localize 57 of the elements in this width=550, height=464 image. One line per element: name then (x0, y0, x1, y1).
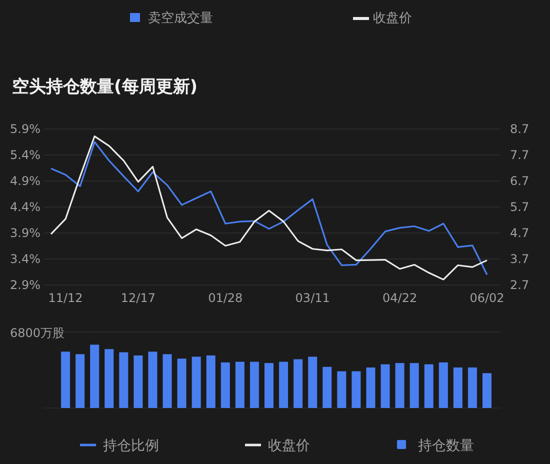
x-tick-label: 03/11 (295, 291, 330, 305)
y-tick-label: 5.4% (10, 148, 40, 162)
y-tick-label: 3.4% (10, 252, 40, 266)
bar (468, 367, 477, 408)
y-tick-label: 2.9% (10, 278, 40, 292)
bar (380, 364, 390, 408)
y2-tick-label: 3.7 (510, 252, 530, 266)
bar (104, 349, 114, 408)
text: 收盘价 (373, 11, 412, 26)
text: 卖空成交量 (148, 10, 213, 26)
legend-label: 收盘价 (268, 438, 310, 454)
bar (264, 363, 274, 408)
x-tick-label: 01/28 (208, 291, 243, 305)
bar (90, 344, 100, 408)
bar (482, 373, 492, 408)
y-tick-label: 3.9% (10, 226, 40, 240)
bar (322, 366, 332, 408)
bar (177, 358, 186, 408)
legend-label: 持仓数量 (418, 438, 474, 454)
x-tick-label: 04/22 (382, 291, 418, 305)
bar (206, 355, 216, 408)
bar (453, 367, 462, 408)
y-tick-label: 5.9% (10, 122, 40, 136)
bar (438, 362, 448, 408)
y2-tick-label: 7.7 (510, 148, 530, 162)
bar (410, 363, 419, 408)
bar (76, 354, 85, 408)
y2-tick-label: 6.7 (510, 174, 530, 188)
bar (61, 352, 70, 408)
bar (424, 364, 434, 408)
bar (250, 362, 259, 408)
bar (235, 362, 244, 408)
chart-title: 空头持仓数量(每周更新) (12, 77, 198, 97)
y-tick-label: 4.4% (10, 200, 40, 214)
bar (337, 371, 346, 408)
bar (162, 354, 172, 408)
bar (308, 356, 318, 408)
y-tick-label: 4.9% (10, 174, 40, 188)
bar (366, 367, 376, 408)
legend-label: 持仓比例 (103, 438, 159, 454)
y2-tick-label: 8.7 (510, 122, 530, 136)
bar (294, 359, 303, 408)
bar (220, 362, 230, 408)
bar (134, 355, 143, 408)
x-tick-label: 12/17 (120, 291, 156, 305)
bar (395, 363, 404, 408)
bar (148, 352, 158, 408)
y2-tick-label: 2.7 (510, 278, 530, 292)
bar (352, 371, 361, 408)
y2-tick-label: 4.7 (510, 226, 530, 240)
x-tick-label: 06/02 (470, 291, 504, 305)
bar (192, 356, 201, 408)
y2-tick-label: 5.7 (510, 200, 530, 214)
ref-line-label: 6800万股 (10, 326, 65, 340)
bar (119, 352, 128, 408)
bar (279, 362, 288, 408)
x-tick-label: 11/12 (48, 291, 83, 305)
